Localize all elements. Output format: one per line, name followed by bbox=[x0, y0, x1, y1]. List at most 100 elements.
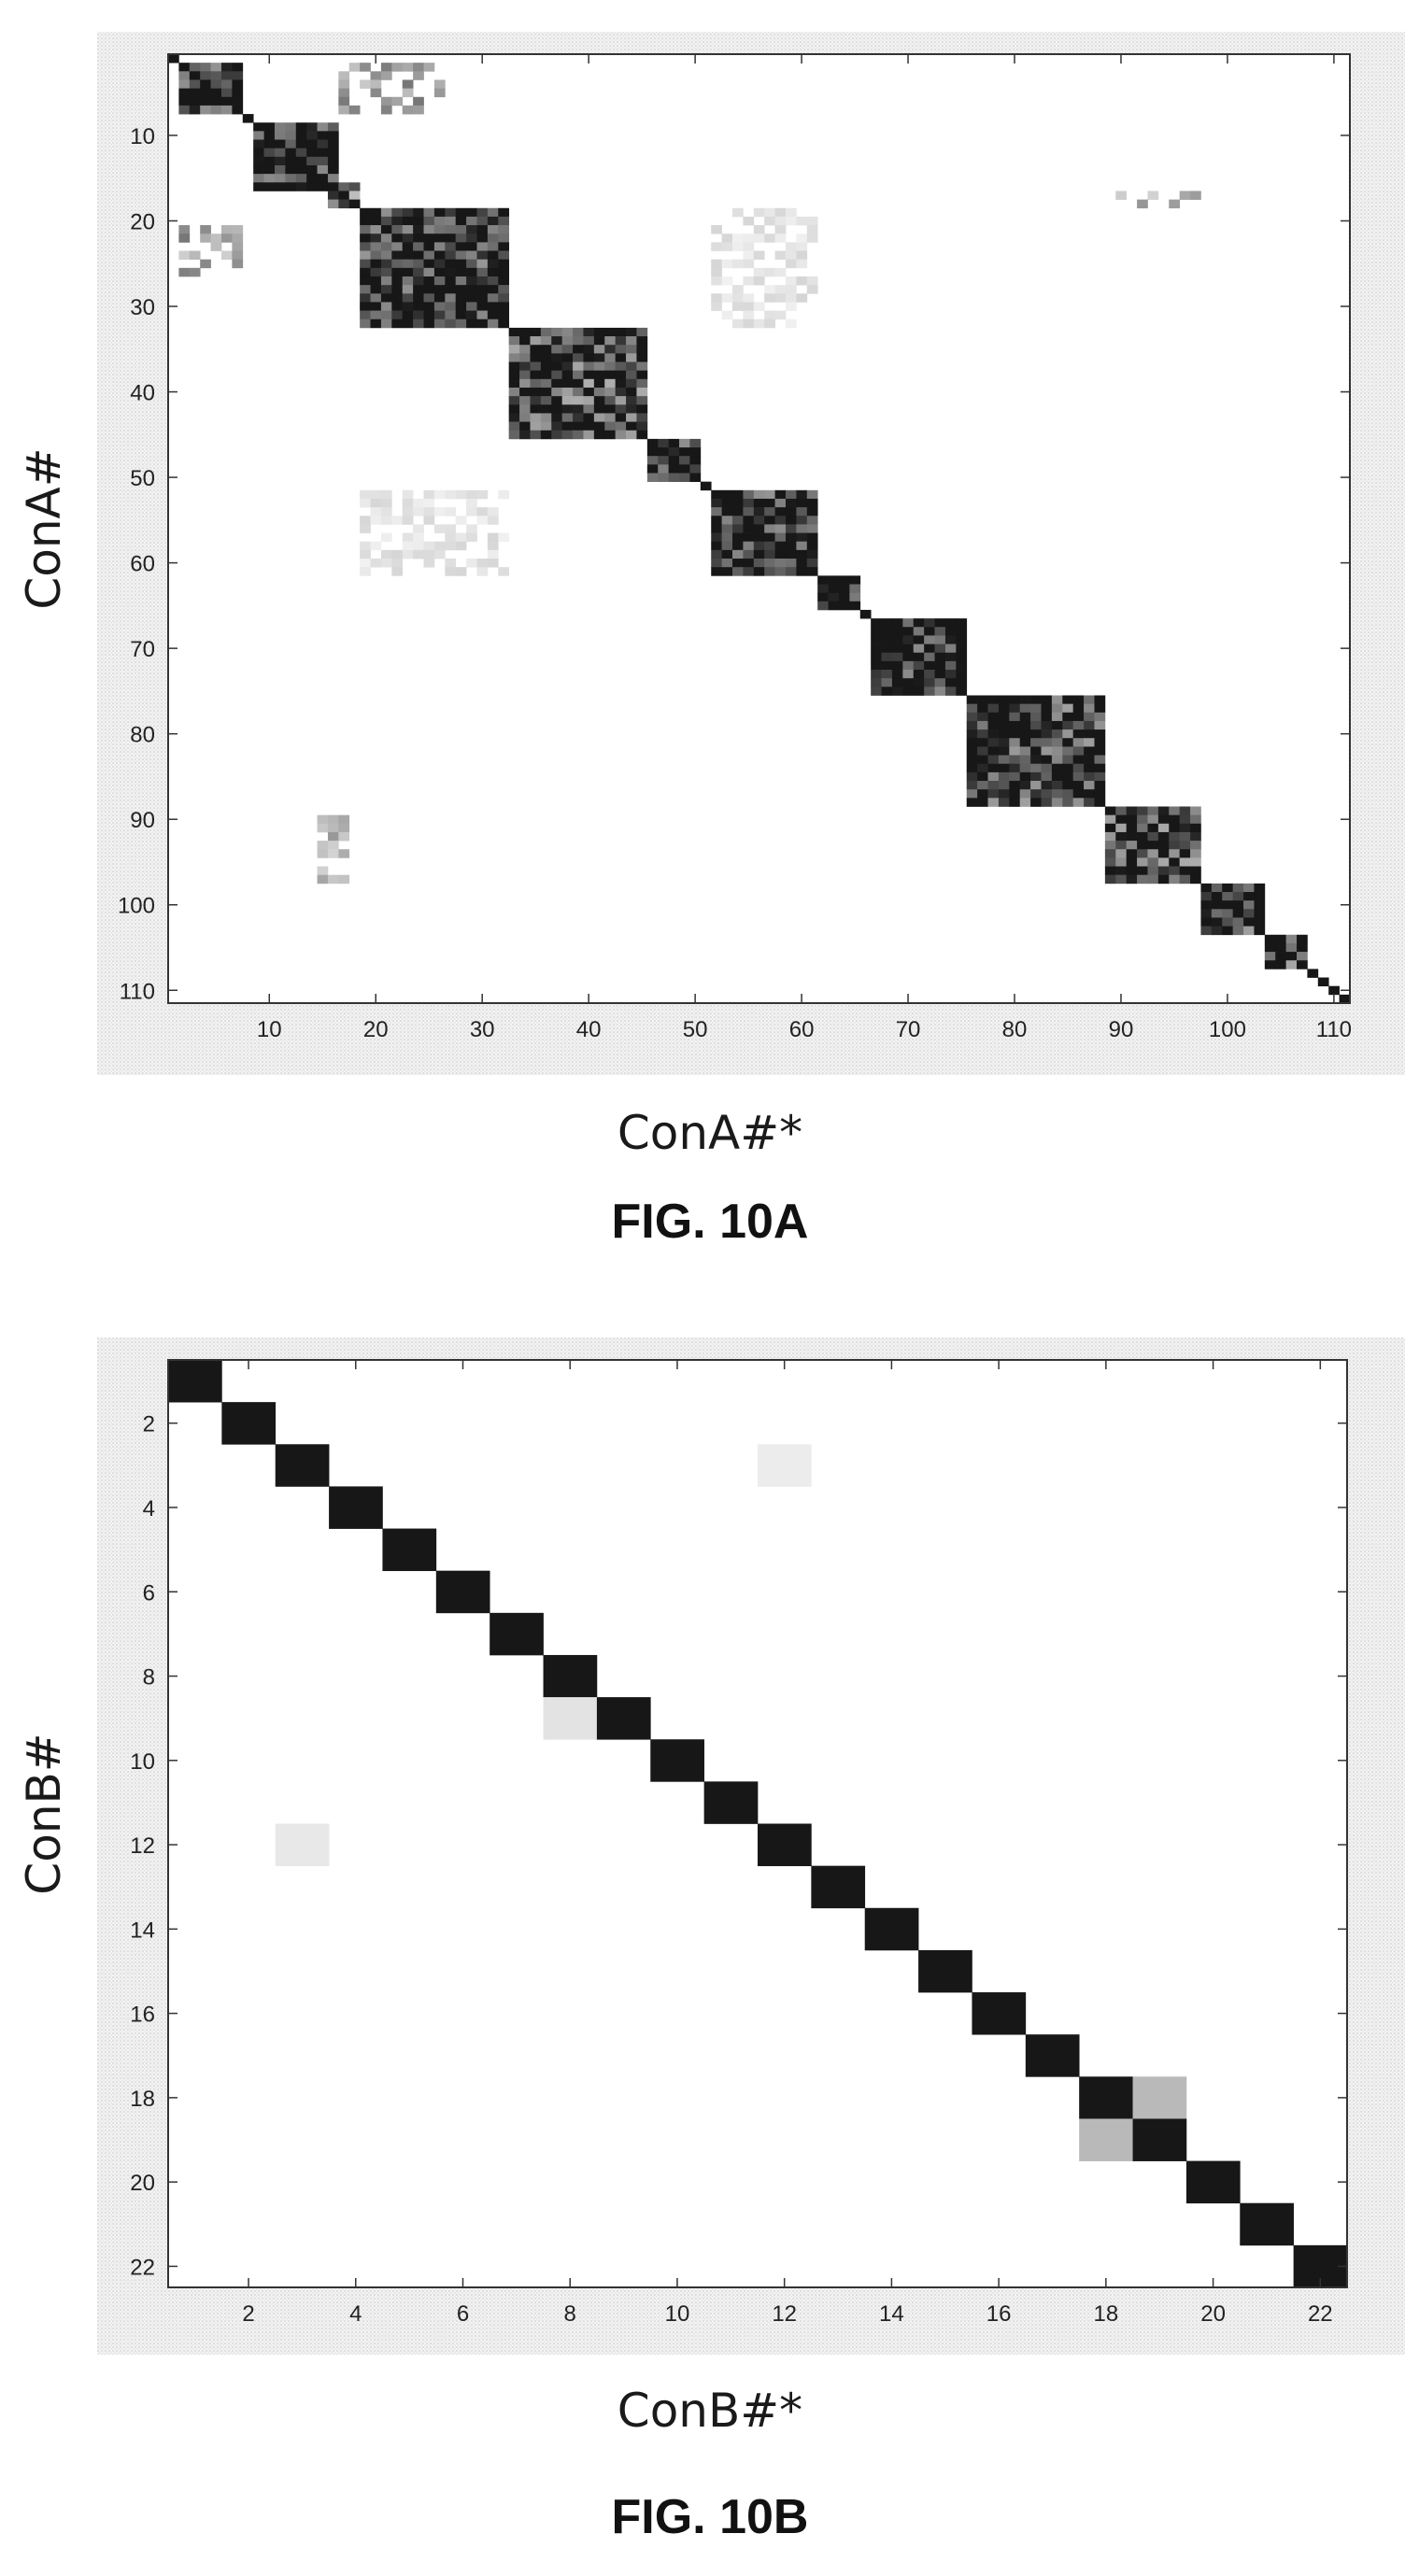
heatmap-cell bbox=[1190, 866, 1201, 876]
heatmap-cell bbox=[275, 1823, 330, 1866]
heatmap-cell bbox=[433, 293, 446, 303]
heatmap-cell bbox=[232, 88, 244, 98]
heatmap-cell bbox=[753, 250, 765, 261]
heatmap-cell bbox=[317, 122, 329, 132]
heatmap-cell bbox=[1147, 874, 1159, 885]
heatmap-cell bbox=[753, 498, 765, 508]
heatmap-cell bbox=[445, 234, 457, 243]
heatmap-cell bbox=[551, 327, 563, 337]
heatmap-cell bbox=[519, 361, 531, 372]
heatmap-cell bbox=[1094, 703, 1106, 714]
heatmap-cell bbox=[1243, 909, 1255, 918]
heatmap-cell bbox=[487, 318, 499, 329]
heatmap-cell bbox=[1240, 2202, 1294, 2246]
heatmap-cell bbox=[423, 216, 435, 226]
plot-frame bbox=[167, 1359, 1348, 2288]
heatmap-cell bbox=[604, 404, 616, 414]
heatmap-cell bbox=[1339, 994, 1351, 1004]
heatmap-cell bbox=[1200, 883, 1213, 893]
heatmap-cell bbox=[530, 327, 542, 337]
heatmap-cell bbox=[1084, 771, 1095, 782]
heatmap-cell bbox=[1243, 917, 1255, 927]
heatmap-cell bbox=[455, 207, 467, 218]
heatmap-cell bbox=[668, 464, 680, 474]
heatmap-cell bbox=[327, 191, 339, 200]
heatmap-cell bbox=[1190, 841, 1201, 850]
heatmap-cell bbox=[1179, 806, 1191, 815]
heatmap-cell bbox=[435, 1570, 490, 1614]
heatmap-cell bbox=[934, 670, 946, 679]
heatmap-cell bbox=[881, 678, 893, 687]
heatmap-cell bbox=[391, 293, 404, 303]
heatmap-cell bbox=[583, 327, 595, 337]
heatmap-cell bbox=[1104, 831, 1116, 842]
heatmap-cell bbox=[370, 293, 382, 303]
heatmap-cell bbox=[604, 327, 616, 337]
heatmap-cell bbox=[1019, 695, 1031, 704]
heatmap-cell bbox=[466, 250, 477, 261]
heatmap-cell bbox=[1019, 703, 1031, 714]
heatmap-cell bbox=[402, 498, 414, 508]
heatmap-cell bbox=[423, 302, 435, 311]
heatmap-cell bbox=[1222, 909, 1233, 918]
heatmap-cell bbox=[593, 378, 605, 389]
heatmap-cell bbox=[1051, 781, 1063, 790]
heatmap-cell bbox=[1104, 857, 1116, 867]
heatmap-cell bbox=[573, 345, 584, 354]
heatmap-cell bbox=[1019, 738, 1031, 747]
heatmap-cell bbox=[360, 498, 371, 508]
heatmap-cell bbox=[743, 310, 755, 320]
heatmap-cell bbox=[764, 489, 775, 500]
heatmap-cell bbox=[466, 489, 477, 500]
heatmap-cell bbox=[796, 216, 808, 226]
heatmap-cell bbox=[998, 720, 1010, 730]
heatmap-cell bbox=[774, 516, 787, 525]
heatmap-cell bbox=[338, 823, 350, 833]
heatmap-cell bbox=[796, 516, 808, 525]
heatmap-cell bbox=[913, 678, 925, 687]
heatmap-cell bbox=[476, 302, 489, 311]
heatmap-cell bbox=[402, 234, 414, 243]
heatmap-cell bbox=[1062, 695, 1074, 704]
heatmap-cell bbox=[774, 524, 787, 533]
heatmap-cell bbox=[391, 207, 404, 218]
heatmap-cell bbox=[338, 814, 350, 825]
heatmap-cell bbox=[1115, 191, 1128, 200]
heatmap-cell bbox=[583, 353, 595, 362]
heatmap-cell bbox=[604, 361, 616, 372]
heatmap-cell bbox=[466, 318, 477, 329]
heatmap-cell bbox=[445, 302, 457, 311]
heatmap-cell bbox=[498, 293, 510, 303]
heatmap-cell bbox=[721, 293, 733, 303]
heatmap-cell bbox=[232, 96, 244, 106]
heatmap-cell bbox=[753, 524, 765, 533]
heatmap-cell bbox=[966, 781, 978, 790]
heatmap-cell bbox=[1030, 703, 1042, 714]
heatmap-cell bbox=[583, 404, 595, 414]
heatmap-cell bbox=[413, 63, 424, 72]
heatmap-cell bbox=[1211, 917, 1223, 927]
heatmap-cell bbox=[583, 378, 595, 389]
heatmap-cell bbox=[918, 1949, 972, 1993]
heatmap-cell bbox=[220, 79, 233, 89]
heatmap-cell bbox=[360, 524, 371, 533]
heatmap-cell bbox=[998, 712, 1010, 722]
heatmap-cell bbox=[764, 207, 775, 218]
heatmap-cell bbox=[721, 310, 733, 320]
heatmap-cell bbox=[466, 293, 477, 303]
heatmap-cell bbox=[1317, 977, 1329, 987]
heatmap-cell bbox=[530, 430, 542, 440]
heatmap-cell bbox=[189, 88, 201, 98]
heatmap-cell bbox=[721, 541, 733, 551]
heatmap-cell bbox=[413, 285, 424, 294]
heatmap-cell bbox=[370, 516, 382, 525]
heatmap-cell bbox=[540, 336, 552, 346]
heatmap-cell bbox=[1084, 755, 1095, 765]
heatmap-cell bbox=[476, 259, 489, 269]
heatmap-cell bbox=[774, 559, 787, 568]
heatmap-cell bbox=[636, 404, 648, 414]
heatmap-cell bbox=[455, 225, 467, 234]
heatmap-cell bbox=[275, 1444, 330, 1487]
heatmap-cell bbox=[849, 601, 861, 611]
heatmap-cell bbox=[402, 267, 414, 277]
